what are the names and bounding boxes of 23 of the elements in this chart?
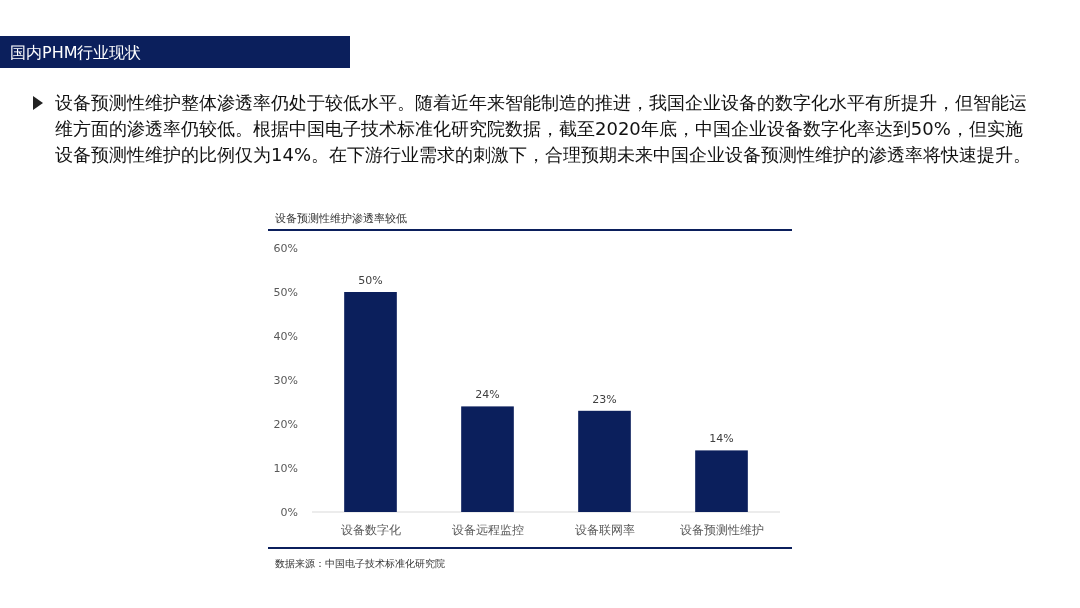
text: 国内PHM行业现状: [10, 43, 142, 62]
data-label: 50%: [358, 274, 383, 287]
bar: [344, 292, 397, 512]
y-tick-label: 0%: [280, 506, 298, 519]
chart-title: 设备预测性维护渗透率较低: [275, 212, 407, 225]
source-note: 数据来源：中国电子技术标准化研究院: [275, 558, 445, 569]
data-label: 14%: [709, 432, 734, 446]
bar: [578, 410, 631, 512]
bar: [695, 450, 748, 512]
bar: [461, 406, 514, 512]
y-tick-label: 30%: [273, 374, 298, 387]
data-label: 24%: [475, 388, 500, 402]
y-tick-label: 10%: [273, 462, 298, 475]
y-tick-label: 50%: [273, 286, 298, 299]
x-tick-label: 设备预测性维护: [679, 523, 764, 537]
x-tick-label: 设备远程监控: [451, 523, 524, 537]
text: 设备预测性维护整体渗透率仍处于较低水平。随着近年来智能制造的推进，我国企业设备的数字化水平有所提升，但智能运维方面的渗透率仍较低。根据中国电子技术标准化研究院数据，截至2020年底，中国企业设备数字化率达到50%，但实施设备预测性维护的比例仅为14%。在下游行业需求的刺激下，合理预期未来中国企业设备预测性维护的渗透率将快速提升。: [55, 92, 1032, 165]
y-tick-label: 60%: [273, 242, 298, 255]
x-tick-label: 设备数字化: [340, 523, 401, 537]
y-tick-label: 40%: [273, 330, 298, 343]
data-label: 23%: [592, 392, 617, 406]
x-tick-label: 设备联网率: [574, 523, 635, 537]
y-tick-label: 20%: [273, 418, 298, 431]
